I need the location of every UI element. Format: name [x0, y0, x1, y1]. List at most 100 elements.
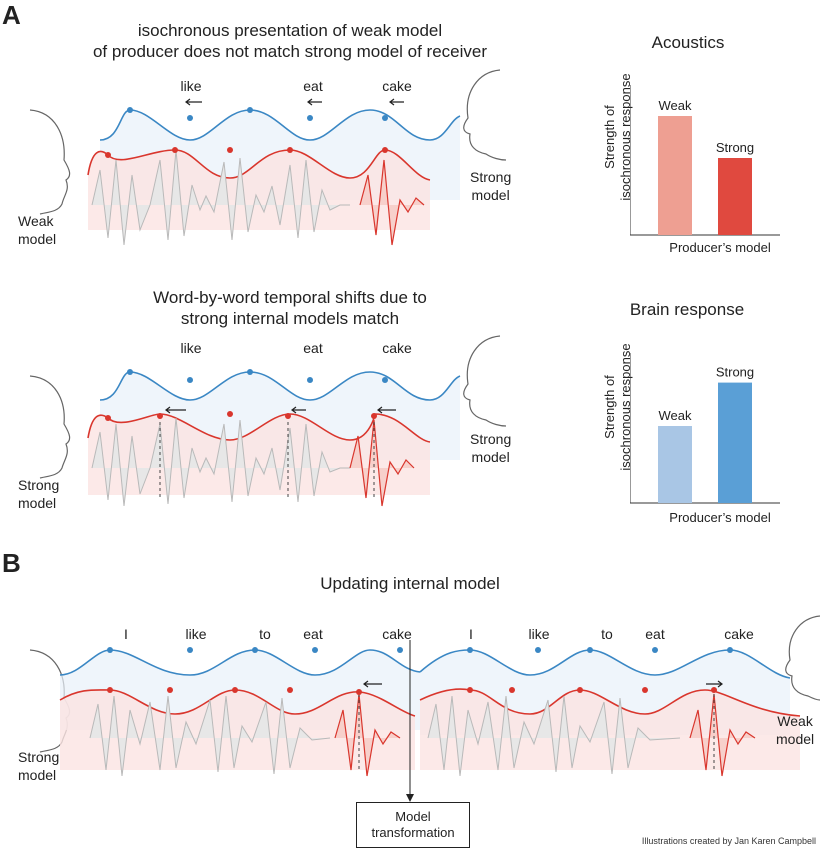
a-top-blue-dot-3: [247, 107, 253, 113]
a-bottom-red-dot-1: [105, 415, 111, 421]
top-left-label: Weak model: [18, 213, 57, 247]
chart1-bar-label-weak: Weak: [659, 98, 692, 113]
b-right-word-like: like: [528, 626, 550, 642]
chart2-bar-strong: [718, 382, 752, 503]
a-top-arrow-cake: [389, 98, 404, 106]
a-top-red-dot-3: [227, 147, 233, 153]
a-bottom-blue-dot-3: [247, 369, 253, 375]
b-left-blue-dot-3: [252, 647, 258, 653]
top-word-cake: cake: [382, 78, 412, 94]
b-right-label: Weak model: [776, 713, 815, 747]
top-word-eat: eat: [303, 78, 323, 94]
chart1-bar-label-strong: Strong: [716, 140, 754, 155]
b-right-cake-wave: [689, 693, 756, 777]
model-transformation-arrowhead: [406, 794, 414, 802]
b-left-word-cake: cake: [382, 626, 412, 642]
a-bottom-arrow-2: [291, 406, 306, 414]
a-top-red-dot-1: [105, 152, 111, 158]
b-left-word-like: like: [185, 626, 207, 642]
head-left-a-top: [29, 109, 71, 215]
chart1-xlabel: Producer’s model: [669, 240, 771, 255]
a-top-blue-dot-2: [187, 115, 193, 121]
panel-b-letter: B: [2, 548, 21, 578]
a-top-red-dot-5: [382, 147, 388, 153]
top-word-like: like: [180, 78, 202, 94]
b-right-word-to: to: [601, 626, 613, 642]
bottom-title-line1: Word-by-word temporal shifts due to: [153, 288, 427, 307]
bottom-word-like: like: [180, 340, 202, 356]
head-right-b: [785, 615, 820, 701]
b-left-speech-wave: [89, 695, 331, 777]
bottom-left-label: Strong model: [18, 477, 60, 511]
top-title-line2: of producer does not match strong model …: [92, 42, 488, 61]
chart2-title: Brain response: [629, 300, 745, 319]
a-bottom-blue-dot-1: [127, 369, 133, 375]
b-left-red-dot-4: [287, 687, 293, 693]
b-left-blue-dot-2: [187, 647, 193, 653]
b-left-blue-dot-4: [312, 647, 318, 653]
b-right-word-eat: eat: [645, 626, 665, 642]
chart2-xlabel: Producer’s model: [669, 510, 771, 525]
a-bottom-blue-dot-5: [382, 377, 388, 383]
a-bottom-arrow-1: [165, 406, 186, 414]
b-left-red-dot-3: [232, 687, 238, 693]
b-right-red-dot-3: [577, 687, 583, 693]
chart1-bar-weak: [658, 116, 692, 235]
b-right-speech-wave: [427, 695, 681, 777]
a-top-speech-wave: [91, 149, 350, 246]
chart1-title: Acoustics: [651, 33, 725, 52]
b-left-arrow: [363, 680, 382, 688]
a-bottom-blue-dot-4: [307, 377, 313, 383]
b-left-red-dot-2: [167, 687, 173, 693]
a-bottom-arrow-3: [377, 406, 396, 414]
b-right-blue-dot-1: [467, 647, 473, 653]
illustration-credit: Illustrations created by Jan Karen Campb…: [641, 836, 816, 846]
a-bottom-blue-dot-2: [187, 377, 193, 383]
a-top-red-band: [87, 149, 431, 230]
chart2-axes: [630, 353, 780, 504]
bottom-right-label: Strong model: [470, 431, 512, 465]
model-transformation-box: Model transformation: [356, 802, 470, 848]
b-left-blue-dot-5: [397, 647, 403, 653]
a-bottom-red-dot-5: [371, 413, 377, 419]
b-left-cake-wave: [334, 693, 401, 777]
a-bottom-speech-wave: [91, 417, 350, 507]
a-bottom-red-dot-3: [227, 411, 233, 417]
bottom-title-line2: strong internal models match: [180, 309, 400, 328]
bottom-word-eat: eat: [303, 340, 323, 356]
a-bottom-red-dot-2: [157, 413, 163, 419]
a-top-blue-dot-1: [127, 107, 133, 113]
head-right-a-top: [463, 69, 507, 161]
b-right-blue-dot-2: [535, 647, 541, 653]
a-top-red-dot-2: [172, 147, 178, 153]
a-top-red-dot-4: [287, 147, 293, 153]
chart1-axes: [630, 85, 780, 236]
chart2-bar-label-weak: Weak: [659, 408, 692, 423]
chart2-bar-label-strong: Strong: [716, 365, 754, 380]
chart2-plot: Weak Strong: [630, 353, 780, 504]
b-left-word-to: to: [259, 626, 271, 642]
panel-b-title: Updating internal model: [320, 574, 500, 593]
b-left-word-i: I: [124, 626, 128, 642]
head-right-a-bottom: [463, 335, 507, 427]
a-bottom-cake-wave: [349, 419, 415, 507]
a-top-blue-dot-5: [382, 115, 388, 121]
b-right-red-dot-4: [642, 687, 648, 693]
b-right-word-cake: cake: [724, 626, 754, 642]
a-top-cake-wave: [359, 159, 425, 246]
a-top-arrow-eat: [307, 98, 322, 106]
b-left-red-dot-1: [107, 687, 113, 693]
top-title-line1: isochronous presentation of weak model: [137, 21, 443, 40]
b-right-arrow: [706, 680, 723, 688]
chart1-plot: Weak Strong: [630, 85, 780, 236]
chart2-bar-weak: [658, 426, 692, 503]
b-right-red-dot-1: [467, 687, 473, 693]
b-left-blue-dot-1: [107, 647, 113, 653]
b-right-blue-dot-3: [587, 647, 593, 653]
b-right-word-i: I: [469, 626, 473, 642]
panel-a-letter: A: [2, 0, 21, 30]
a-top-blue-dot-4: [307, 115, 313, 121]
b-right-red-dot-5: [711, 687, 717, 693]
top-right-label: Strong model: [470, 169, 512, 203]
